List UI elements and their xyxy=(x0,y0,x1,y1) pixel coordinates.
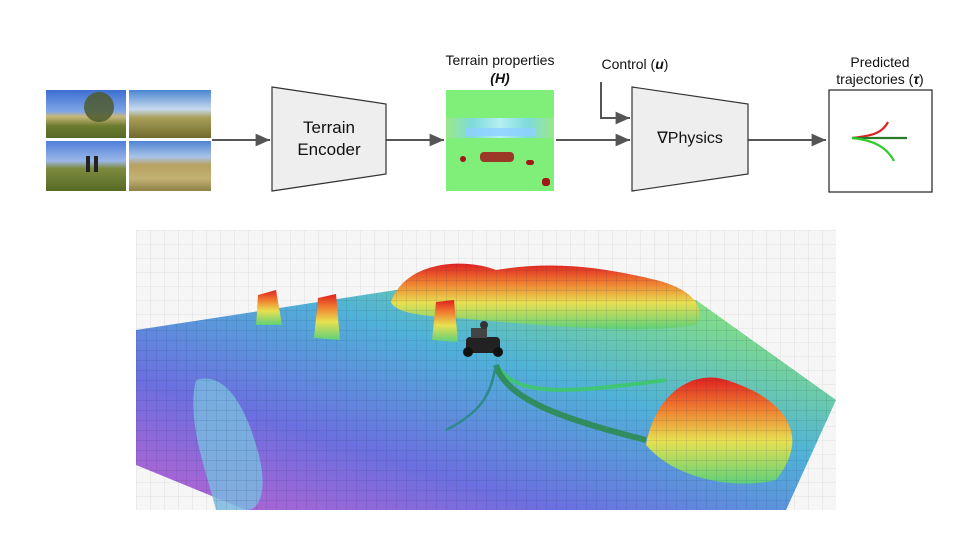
predicted-trajectories-title: Predicted trajectories (τ) xyxy=(836,54,924,87)
trajectory-past-path xyxy=(445,364,498,432)
arrow-control-to-physics xyxy=(600,82,630,125)
physics-block xyxy=(631,86,749,192)
pipeline-diagram xyxy=(212,82,933,193)
trajectory-light-green xyxy=(494,363,667,392)
trajectory-dark-green xyxy=(493,363,647,443)
terrain-encoder-label: Terrain Encoder xyxy=(297,118,361,159)
robot-icon xyxy=(463,321,503,357)
control-label: Control (u) xyxy=(601,56,669,72)
terrain-pillar-mid xyxy=(314,294,340,340)
nabla-icon: ∇ xyxy=(657,130,668,147)
terrain-properties-heightmap xyxy=(446,90,554,191)
camera-image-field xyxy=(129,90,211,138)
trajectory-green xyxy=(851,136,895,162)
terrain-pillar-left xyxy=(256,290,282,325)
physics-label: ∇Physics xyxy=(657,130,723,147)
trajectories-box xyxy=(828,89,933,193)
terrain-properties-title: Terrain properties xyxy=(445,52,555,68)
terrain-3d-render xyxy=(136,230,836,510)
terrain-properties-symbol: (H) xyxy=(490,70,510,86)
camera-image-people xyxy=(46,141,126,191)
terrain-encoder-block xyxy=(271,86,387,192)
camera-image-grass xyxy=(129,141,211,191)
camera-image-front xyxy=(46,90,126,138)
terrain-pillar-center xyxy=(432,300,458,342)
